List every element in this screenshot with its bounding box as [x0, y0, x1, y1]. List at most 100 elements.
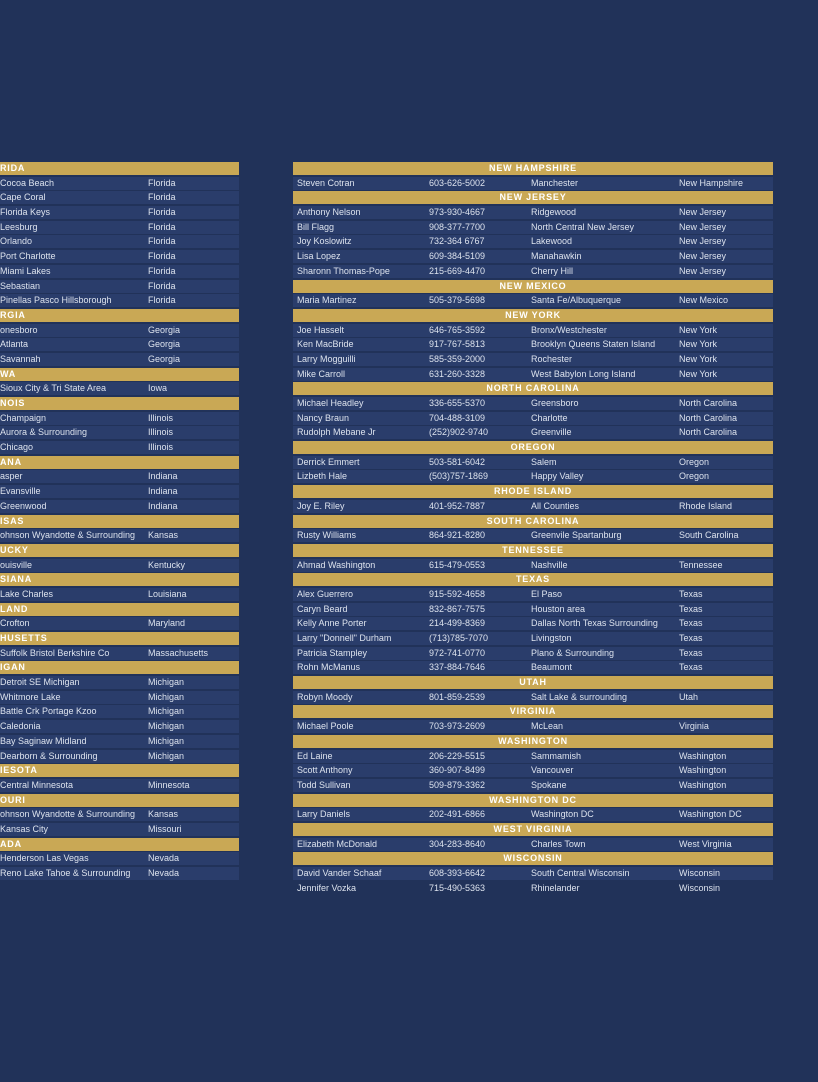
state-cell: Washington [679, 765, 727, 776]
state-cell: Florida [148, 207, 176, 218]
directory-row: Battle Crk Portage Kzoo Michigan [0, 705, 239, 719]
directory-row: Lake Charles Louisiana [0, 587, 239, 601]
state-cell: Indiana [148, 500, 178, 511]
phone-cell: 360-907-8499 [429, 765, 486, 776]
name-cell: Ken MacBride [297, 339, 354, 350]
directory-row: ohnson Wyandotte & Surrounding Kansas [0, 529, 239, 543]
section-header-ouri: OURI [0, 793, 239, 807]
area-cell: Houston area [531, 603, 586, 614]
location-cell: Henderson Las Vegas [0, 853, 89, 864]
location-cell: Atlanta [0, 339, 29, 350]
name-cell: David Vander Schaaf [297, 868, 382, 878]
directory-row: Bill Flagg 908-377-7700 North Central New … [293, 220, 773, 234]
location-cell: Pinellas Pasco Hillsborough [0, 295, 112, 306]
area-cell: Manahawkin [531, 251, 582, 262]
area-cell: Greenvile Spartanburg [531, 530, 622, 541]
state-cell: New Jersey [679, 265, 727, 276]
area-cell: Dallas North Texas Surrounding [531, 618, 658, 629]
name-cell: Ahmad Washington [297, 559, 376, 570]
state-cell: Michigan [148, 735, 185, 746]
location-cell: onesboro [0, 324, 38, 335]
section-header-north-carolina: NORTH CAROLINA [293, 382, 773, 396]
phone-cell: 832-867-7575 [429, 603, 486, 614]
state-cell: Utah [679, 691, 699, 702]
phone-cell: 509-879-3362 [429, 779, 486, 790]
state-cell: Florida [148, 251, 176, 262]
directory-row: Ed Laine 206-229-5515 Sammamish Washington [293, 749, 773, 763]
area-cell: Rochester [531, 353, 573, 364]
state-cell: Washington [679, 750, 727, 761]
section-header-new-jersey: NEW JERSEY [293, 191, 773, 205]
area-cell: Happy Valley [531, 471, 584, 482]
state-cell: Georgia [148, 339, 181, 350]
state-cell: New York [679, 324, 718, 335]
directory-row: Lisa Lopez 609-384-5109 Manahawkin New Jers… [293, 250, 773, 264]
name-cell: Nancy Braun [297, 412, 350, 423]
state-cell: New York [679, 339, 718, 350]
phone-cell: 609-384-5109 [429, 251, 486, 262]
section-header-igan: IGAN [0, 661, 239, 675]
state-cell: Washington DC [679, 809, 742, 820]
directory-row: Sioux City & Tri State Area Iowa [0, 382, 239, 396]
directory-row: Derrick Emmert 503-581-6042 Salem Oregon [293, 455, 773, 469]
name-cell: Todd Sullivan [297, 779, 351, 790]
state-cell: Illinois [148, 442, 174, 453]
location-cell: ohnson Wyandotte & Surrounding [0, 809, 136, 820]
state-cell: Tennessee [679, 559, 723, 570]
location-cell: ohnson Wyandotte & Surrounding [0, 530, 136, 541]
phone-cell: 337-884-7646 [429, 662, 486, 673]
area-cell: Washington DC [531, 809, 594, 820]
location-cell: Whitmore Lake [0, 691, 61, 702]
directory-row: Greenwood Indiana [0, 499, 239, 513]
phone-cell: 704-488-3109 [429, 412, 486, 423]
phone-cell: 732-364 6767 [429, 236, 485, 247]
directory-row: Elizabeth McDonald 304-283-8640 Charles To… [293, 837, 773, 851]
directory-row: Nancy Braun 704-488-3109 Charlotte North Ca… [293, 411, 773, 425]
state-cell: Indiana [148, 471, 178, 482]
directory-row: Joe Hasselt 646-765-3592 Bronx/Westchester… [293, 323, 773, 337]
section-header-oregon: OREGON [293, 441, 773, 455]
area-cell: Nashville [531, 559, 568, 570]
state-cell: New Hampshire [679, 177, 744, 188]
location-cell: Detroit SE Michigan [0, 677, 80, 688]
state-cell: Louisiana [148, 588, 187, 599]
location-cell: Aurora & Surrounding [0, 427, 88, 438]
directory-row: Michael Headley 336-655-5370 Greensboro Nor… [293, 397, 773, 410]
area-cell: South Central Wisconsin [531, 868, 630, 878]
location-cell: Evansville [0, 486, 41, 497]
phone-cell: 864-921-8280 [429, 530, 486, 541]
area-cell: Brooklyn Queens Staten Island [531, 339, 656, 350]
directory-row: Scott Anthony 360-907-8499 Vancouver Washin… [293, 764, 773, 778]
name-cell: Larry Daniels [297, 809, 351, 820]
section-header-land: LAND [0, 602, 239, 616]
state-cell: Kansas [148, 530, 179, 541]
state-cell: Michigan [148, 691, 185, 702]
location-cell: Miami Lakes [0, 265, 51, 276]
state-cell: Georgia [148, 353, 181, 364]
area-cell: Sammamish [531, 750, 582, 761]
name-cell: Lisa Lopez [297, 251, 341, 262]
location-cell: Florida Keys [0, 207, 51, 218]
state-cell: Michigan [148, 750, 185, 761]
phone-cell: (503)757-1869 [429, 471, 489, 482]
state-cell: Oregon [679, 456, 710, 467]
directory-row: Atlanta Georgia [0, 338, 239, 352]
state-cell: Texas [679, 647, 703, 658]
state-cell: Texas [679, 662, 703, 673]
state-cell: Florida [148, 236, 176, 247]
directory-row: Rohn McManus 337-884-7646 Beaumont Texas [293, 661, 773, 675]
name-cell: Larry Mogguilli [297, 353, 356, 364]
name-cell: Joe Hasselt [297, 324, 345, 335]
area-cell: Manchester [531, 177, 579, 188]
name-cell: Bill Flagg [297, 221, 335, 232]
name-cell: Sharonn Thomas-Pope [297, 265, 390, 276]
name-cell: Joy Koslowitz [297, 236, 352, 247]
section-header-washington-dc: WASHINGTON DC [293, 793, 773, 807]
directory-row: Mike Carroll 631-260-3328 West Babylon Lon… [293, 367, 773, 381]
location-cell: Dearborn & Surrounding [0, 750, 98, 761]
name-cell: Rudolph Mebane Jr [297, 427, 376, 438]
name-cell: Maria Martinez [297, 295, 357, 306]
section-header-south-carolina: SOUTH CAROLINA [293, 514, 773, 528]
section-header-utah: UTAH [293, 676, 773, 690]
location-cell: Sioux City & Tri State Area [0, 383, 107, 394]
